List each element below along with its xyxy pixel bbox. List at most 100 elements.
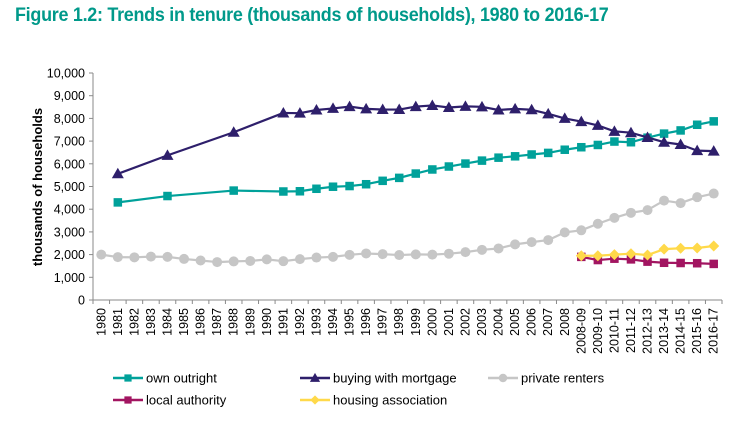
data-point-own-outright xyxy=(394,173,404,183)
data-point-own-outright xyxy=(428,165,437,174)
data-point-private-renters xyxy=(377,249,388,260)
data-point-private-renters xyxy=(294,254,305,265)
x-tick-label: 2012-13 xyxy=(641,308,655,354)
legend-marker-local-authority xyxy=(124,396,132,404)
legend-label: own outright xyxy=(146,371,217,386)
x-tick-label: 2005 xyxy=(508,308,522,336)
data-point-own-outright xyxy=(626,137,636,147)
x-tick-label: 2016-17 xyxy=(707,308,721,354)
data-point-buying-with-mortgage xyxy=(293,107,306,118)
data-point-buying-with-mortgage xyxy=(277,106,290,118)
data-point-buying-with-mortgage xyxy=(475,100,488,112)
legend-label: buying with mortgage xyxy=(333,371,457,386)
data-point-buying-with-mortgage xyxy=(227,126,240,137)
data-point-own-outright xyxy=(593,140,603,150)
x-tick-label: 1983 xyxy=(144,308,158,336)
legend-marker-own-outright xyxy=(124,374,132,382)
data-point-own-outright xyxy=(610,137,619,146)
x-tick-label: 2008 xyxy=(558,308,572,336)
data-point-local-authority xyxy=(692,258,702,268)
data-point-buying-with-mortgage xyxy=(542,107,555,119)
data-point-private-renters xyxy=(129,252,140,263)
data-point-buying-with-mortgage xyxy=(591,119,604,130)
data-point-housing-association xyxy=(642,249,654,261)
data-point-buying-with-mortgage xyxy=(426,99,439,110)
data-point-housing-association xyxy=(608,249,620,261)
series-buying-with-mortgage xyxy=(111,99,720,179)
x-tick-label: 2006 xyxy=(525,308,539,336)
data-point-private-renters xyxy=(692,192,703,203)
data-point-own-outright xyxy=(279,187,288,196)
data-point-private-renters xyxy=(493,243,504,254)
x-tick-label: 1992 xyxy=(293,308,307,336)
data-point-buying-with-mortgage xyxy=(376,103,389,115)
data-point-own-outright xyxy=(709,117,718,126)
data-point-buying-with-mortgage xyxy=(327,102,340,113)
legend-marker-private-renters xyxy=(498,373,508,383)
x-tick-label: 2007 xyxy=(541,308,555,336)
x-tick-label: 2010-11 xyxy=(607,308,621,353)
data-point-private-renters xyxy=(659,195,670,206)
data-point-private-renters xyxy=(311,252,322,263)
data-point-own-outright xyxy=(229,186,238,195)
data-point-own-outright xyxy=(378,176,387,186)
data-point-private-renters xyxy=(245,255,256,266)
data-point-housing-association xyxy=(625,248,637,260)
data-point-local-authority xyxy=(676,258,685,268)
data-point-private-renters xyxy=(526,237,537,248)
x-tick-label: 1995 xyxy=(343,308,357,336)
data-point-private-renters xyxy=(543,235,554,246)
data-point-housing-association xyxy=(675,242,687,254)
data-point-private-renters xyxy=(145,251,156,262)
y-tick-label: 6,000 xyxy=(54,157,85,171)
data-point-private-renters xyxy=(361,248,372,259)
data-point-buying-with-mortgage xyxy=(111,167,124,179)
data-point-private-renters xyxy=(112,252,123,263)
data-point-private-renters xyxy=(559,227,570,238)
series-local-authority xyxy=(577,252,718,269)
data-point-buying-with-mortgage xyxy=(624,126,637,138)
data-point-own-outright xyxy=(345,181,354,191)
data-point-buying-with-mortgage xyxy=(459,100,472,111)
data-point-private-renters xyxy=(261,254,272,265)
data-point-own-outright xyxy=(510,152,520,161)
x-tick-label: 2009-10 xyxy=(591,308,605,354)
data-point-local-authority xyxy=(626,255,636,264)
data-point-buying-with-mortgage xyxy=(641,131,654,142)
y-tick-label: 1,000 xyxy=(54,271,85,285)
legend-label: housing association xyxy=(333,393,447,408)
data-point-buying-with-mortgage xyxy=(161,149,174,160)
x-tick-label: 2014-15 xyxy=(674,308,688,354)
y-tick-label: 8,000 xyxy=(54,112,85,126)
chart-title: Figure 1.2: Trends in tenure (thousands … xyxy=(15,4,609,26)
legend-item-housing-association: housing association xyxy=(300,393,447,408)
data-point-own-outright xyxy=(659,129,669,138)
x-tick-label: 2015-16 xyxy=(690,308,704,354)
x-tick-label: 1990 xyxy=(260,308,274,336)
data-point-local-authority xyxy=(659,258,669,268)
data-point-private-renters xyxy=(460,247,471,258)
data-point-private-renters xyxy=(278,256,289,267)
data-point-own-outright xyxy=(295,187,305,196)
data-point-buying-with-mortgage xyxy=(343,100,356,112)
data-point-private-renters xyxy=(179,253,190,264)
x-tick-label: 1980 xyxy=(94,308,108,336)
data-point-private-renters xyxy=(328,251,339,262)
y-axis-label: thousands of households xyxy=(30,108,45,266)
data-point-buying-with-mortgage xyxy=(608,125,621,136)
data-point-buying-with-mortgage xyxy=(558,112,571,123)
data-point-own-outright xyxy=(560,145,569,154)
data-point-own-outright xyxy=(411,169,421,178)
y-tick-label: 3,000 xyxy=(54,225,85,239)
legend-item-own-outright: own outright xyxy=(113,371,217,386)
data-point-own-outright xyxy=(163,191,172,201)
data-point-housing-association xyxy=(691,242,703,254)
data-point-housing-association xyxy=(708,240,720,252)
data-point-private-renters xyxy=(344,249,355,260)
data-point-private-renters xyxy=(510,239,521,250)
x-tick-label: 1984 xyxy=(160,308,174,336)
x-tick-label: 1988 xyxy=(227,308,241,336)
data-point-private-renters xyxy=(96,249,107,260)
legend-item-private-renters: private renters xyxy=(488,371,605,386)
